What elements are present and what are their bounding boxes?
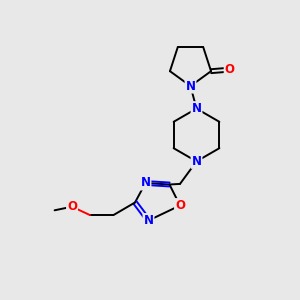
Text: O: O bbox=[67, 200, 77, 213]
Text: N: N bbox=[191, 102, 202, 115]
Text: N: N bbox=[140, 176, 151, 190]
Text: O: O bbox=[175, 199, 185, 212]
Text: N: N bbox=[191, 155, 202, 168]
Text: N: N bbox=[185, 80, 196, 93]
Text: N: N bbox=[143, 214, 154, 227]
Text: O: O bbox=[225, 63, 235, 76]
